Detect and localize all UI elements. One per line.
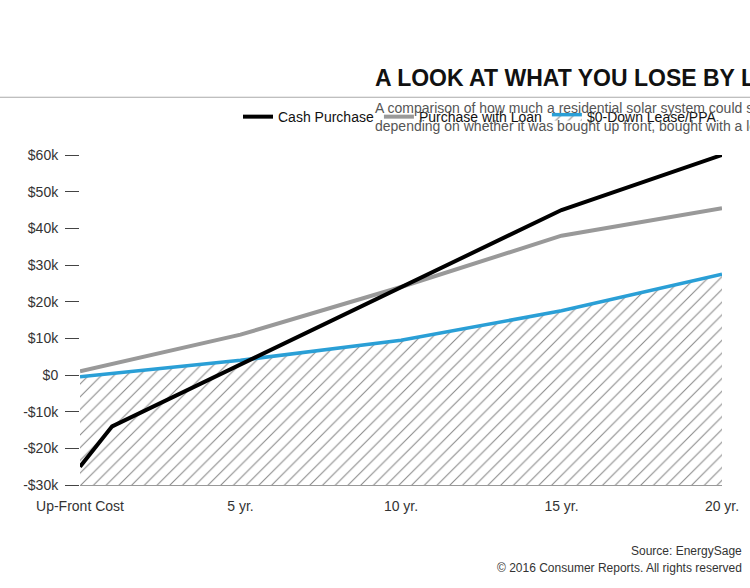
svg-text:$50k: $50k [28,184,59,200]
svg-text:$20k: $20k [28,294,59,310]
svg-text:5 yr.: 5 yr. [227,498,253,514]
svg-text:10 yr.: 10 yr. [384,498,418,514]
svg-text:© 2016 Consumer Reports. All r: © 2016 Consumer Reports. All rights rese… [497,561,742,575]
svg-text:Source: EnergySage: Source: EnergySage [631,544,742,558]
svg-text:Up-Front Cost: Up-Front Cost [36,498,124,514]
svg-text:Purchase with Loan: Purchase with Loan [419,109,542,125]
svg-text:-$30k: -$30k [23,477,59,493]
svg-text:Cash Purchase: Cash Purchase [278,109,374,125]
svg-text:$40k: $40k [28,220,59,236]
svg-text:$0-Down Lease/PPA: $0-Down Lease/PPA [587,109,717,125]
svg-text:15 yr.: 15 yr. [544,498,578,514]
svg-text:A LOOK AT WHAT YOU LOSE BY LEA: A LOOK AT WHAT YOU LOSE BY LEASING [375,65,750,91]
svg-text:$10k: $10k [28,330,59,346]
svg-text:20 yr.: 20 yr. [705,498,739,514]
svg-text:$0: $0 [43,367,59,383]
svg-text:-$10k: -$10k [23,404,59,420]
svg-text:-$20k: -$20k [23,440,59,456]
svg-text:$60k: $60k [28,147,59,163]
svg-text:A comparison of how much a res: A comparison of how much a residential s… [375,100,750,134]
svg-text:$30k: $30k [28,257,59,273]
